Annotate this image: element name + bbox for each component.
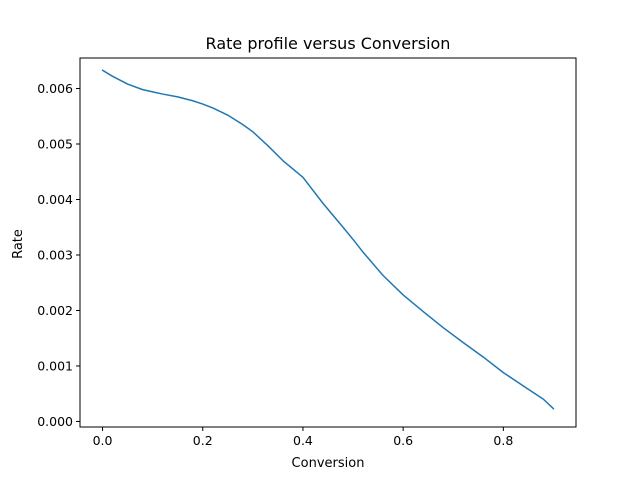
y-tick-label: 0.002 — [37, 303, 73, 318]
axes-frame — [79, 57, 577, 428]
y-tick-label: 0.004 — [37, 192, 73, 207]
y-tick-label: 0.001 — [37, 358, 73, 373]
plot-lines-group — [101, 69, 555, 410]
x-tick-label: 0.4 — [293, 433, 313, 448]
y-tick-label: 0.003 — [37, 247, 73, 262]
x-tick-label: 0.6 — [393, 433, 413, 448]
ticks-group: 0.0 0.2 0.4 0.6 0.8 0.000 0.001 0.002 0.003 0.004… — [37, 81, 513, 448]
y-axis-label: Rate — [11, 229, 26, 259]
rate-series-line — [101, 69, 555, 410]
y-tick-label: 0.006 — [37, 81, 73, 96]
x-tick-label: 0.8 — [493, 433, 513, 448]
x-tick-label: 0.2 — [193, 433, 213, 448]
chart-title: Rate profile versus Conversion — [206, 34, 451, 53]
y-tick-label: 0.000 — [37, 414, 73, 429]
x-tick-label: 0.0 — [93, 433, 113, 448]
y-tick-label: 0.005 — [37, 137, 73, 152]
x-axis-label: Conversion — [292, 456, 365, 471]
